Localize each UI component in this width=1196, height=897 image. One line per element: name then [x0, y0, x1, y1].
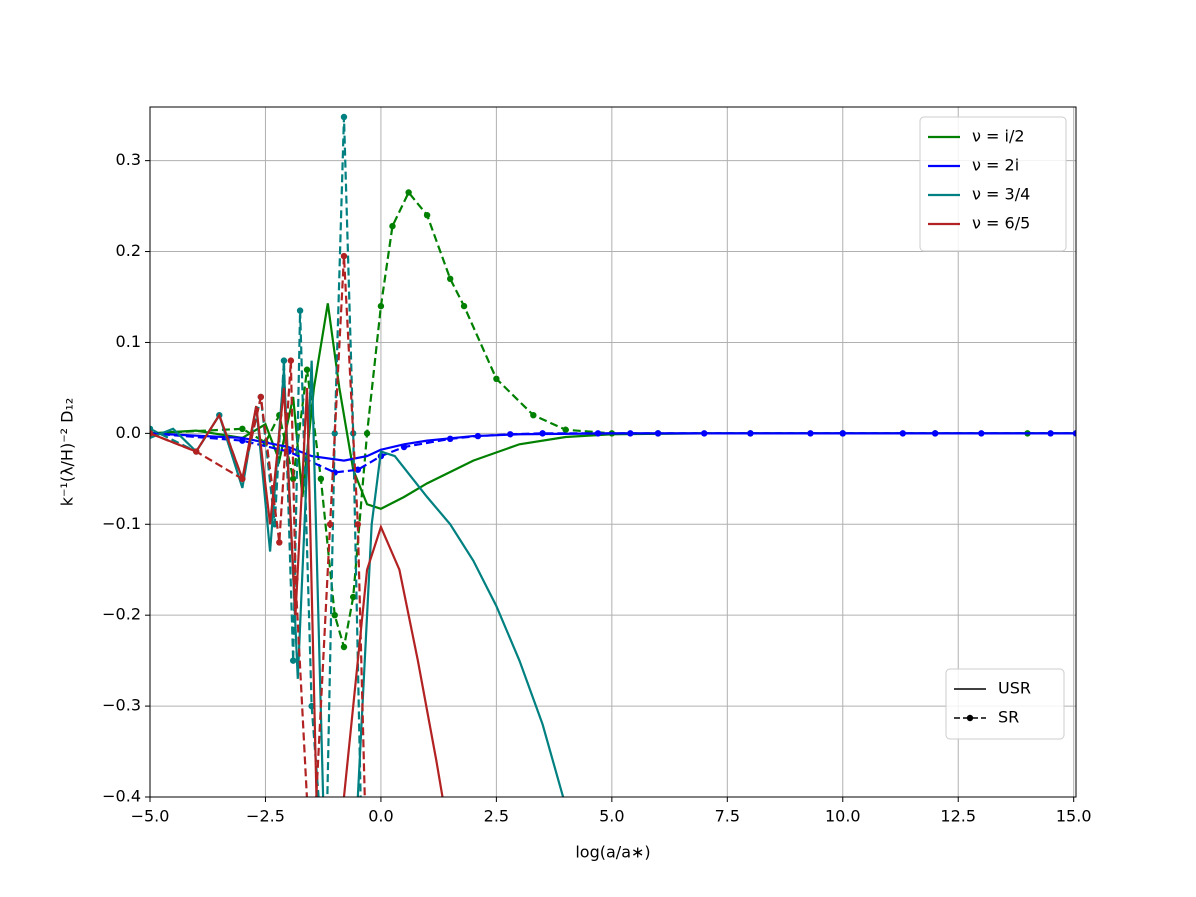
sr-marker	[292, 575, 299, 583]
sr-marker	[239, 437, 246, 444]
sr-marker	[389, 222, 396, 230]
sr-marker	[276, 539, 283, 546]
x-tick-label: 5.0	[599, 807, 624, 826]
x-tick-label: 2.5	[484, 807, 509, 826]
y-tick-label: −0.2	[102, 605, 141, 624]
sr-marker	[280, 357, 288, 364]
sr-marker	[331, 430, 338, 437]
sr-marker	[1072, 430, 1076, 437]
sr-marker	[289, 475, 297, 483]
sr-marker	[446, 275, 454, 283]
sr-marker	[446, 435, 454, 443]
y-tick-label: 0.0	[116, 423, 141, 442]
sr-marker	[474, 432, 482, 440]
sr-marker	[405, 189, 412, 196]
sr-marker	[654, 430, 662, 437]
legend-label: USR	[998, 679, 1031, 698]
sr-marker	[747, 430, 754, 437]
legend-label: SR	[998, 708, 1019, 727]
sr-marker	[364, 885, 370, 891]
sr-marker	[350, 593, 357, 601]
sr-marker	[507, 431, 514, 438]
sr-marker	[807, 430, 814, 437]
sr-marker	[530, 411, 537, 419]
sr-marker	[931, 430, 939, 437]
sr-marker	[562, 426, 569, 433]
x-axis-label: log(a/a∗)	[575, 843, 650, 862]
y-tick-label: −0.4	[102, 787, 141, 806]
y-axis-label: k⁻¹(λ/H)⁻² D₁₂	[58, 398, 77, 507]
sr-marker	[354, 466, 362, 473]
x-tick-label: 0.0	[368, 807, 393, 826]
legend-label: ν = i/2	[972, 127, 1025, 146]
legend-label: ν = 3/4	[972, 185, 1030, 204]
x-tick-label: −5.0	[131, 807, 170, 826]
legend-label: ν = 6/5	[972, 214, 1030, 233]
sr-marker	[340, 643, 348, 651]
legend-box	[919, 116, 1067, 252]
sr-marker	[303, 366, 311, 373]
sr-marker	[423, 211, 431, 219]
x-tick-label: −2.5	[246, 807, 285, 826]
sr-marker	[308, 885, 314, 891]
sr-line	[150, 256, 366, 797]
legend-marker	[966, 714, 974, 722]
x-tick-label: 10.0	[825, 807, 861, 826]
sr-marker	[1047, 430, 1054, 437]
sr-marker	[363, 430, 371, 437]
sr-marker	[289, 657, 297, 664]
y-tick-label: 0.3	[116, 150, 141, 169]
sr-marker	[287, 357, 295, 364]
sr-marker	[239, 475, 246, 483]
sr-marker	[322, 885, 328, 891]
y-tick-label: 0.1	[116, 332, 141, 351]
sr-marker	[493, 375, 500, 383]
sr-marker	[192, 448, 200, 455]
sr-marker	[257, 393, 265, 401]
sr-marker	[377, 302, 385, 310]
sr-marker	[317, 475, 325, 483]
sr-marker	[331, 611, 338, 619]
sr-marker	[296, 307, 304, 314]
sr-marker	[701, 430, 708, 437]
sr-marker	[400, 443, 408, 451]
usr-line	[150, 303, 1076, 511]
legend-label: ν = 2i	[972, 156, 1019, 175]
x-tick-label: 12.5	[940, 807, 976, 826]
sr-marker	[594, 430, 602, 437]
sr-marker	[354, 521, 362, 528]
y-tick-label: 0.2	[116, 241, 141, 260]
y-tick-label: −0.1	[102, 514, 141, 533]
x-tick-label: 7.5	[715, 807, 740, 826]
sr-marker	[978, 430, 985, 437]
legend-box	[945, 668, 1065, 740]
sr-marker	[839, 430, 846, 437]
sr-marker	[460, 302, 468, 310]
usr-line	[150, 432, 1076, 462]
plot-frame	[149, 106, 1077, 798]
sr-marker	[340, 113, 348, 121]
x-tick-label: 15.0	[1056, 807, 1092, 826]
sr-marker	[340, 252, 348, 260]
sr-line	[150, 116, 362, 797]
usr-line	[150, 360, 565, 797]
y-tick-label: −0.3	[102, 696, 141, 715]
sr-marker	[899, 430, 907, 437]
sr-marker	[326, 521, 334, 528]
sr-marker	[150, 430, 154, 437]
usr-line	[150, 387, 444, 797]
sr-marker	[359, 885, 365, 891]
sr-marker	[627, 430, 634, 437]
sr-marker	[539, 430, 546, 437]
sr-marker	[239, 425, 246, 433]
